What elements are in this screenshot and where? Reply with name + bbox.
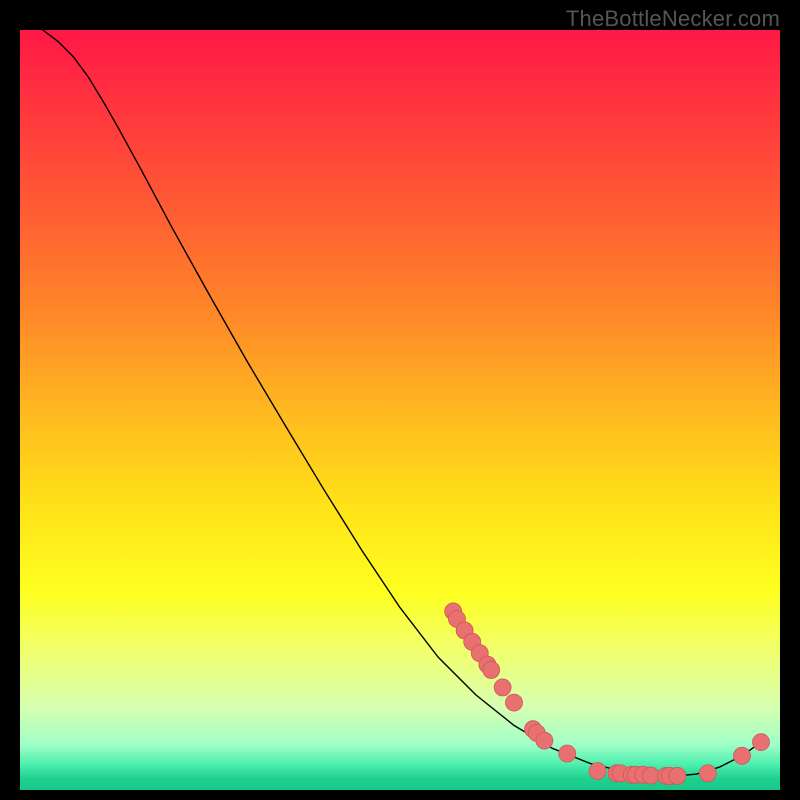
data-marker — [699, 765, 716, 782]
data-marker — [642, 767, 659, 784]
watermark-text: TheBottleNecker.com — [566, 6, 780, 32]
data-marker — [506, 694, 523, 711]
chart-svg — [20, 30, 780, 790]
data-marker — [536, 732, 553, 749]
data-marker — [753, 734, 770, 751]
data-marker — [494, 679, 511, 696]
data-marker — [734, 747, 751, 764]
plot-area — [20, 30, 780, 790]
data-marker — [483, 661, 500, 678]
data-marker — [589, 763, 606, 780]
data-marker — [669, 767, 686, 784]
data-marker — [559, 745, 576, 762]
chart-container: TheBottleNecker.com — [0, 0, 800, 800]
gradient-background — [20, 30, 780, 790]
